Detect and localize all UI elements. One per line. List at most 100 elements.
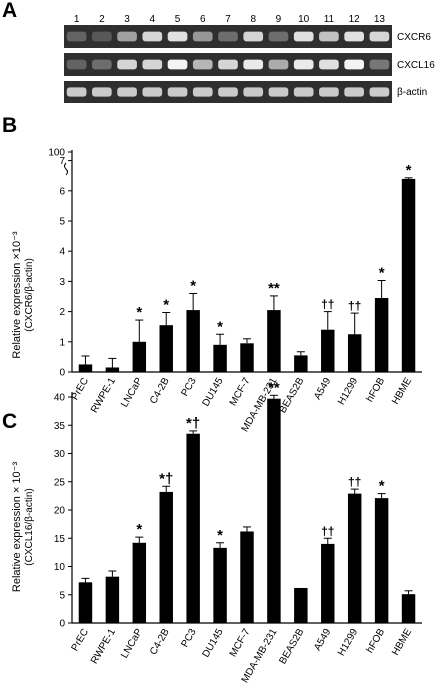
bar [267, 310, 281, 372]
gel-band [293, 31, 314, 42]
category-label: A549 [312, 627, 333, 653]
category-label: HBME [390, 627, 414, 658]
y-tick-label: 15 [54, 534, 66, 545]
category-label: HBME [390, 376, 414, 407]
bar [267, 398, 281, 623]
category-label: A549 [312, 376, 333, 402]
chart-b-ylabel: Relative expression ×10⁻³ (CXCR6/β-actin… [11, 231, 35, 359]
lane-number: 5 [175, 14, 181, 25]
gel-band [167, 59, 188, 70]
chart-b-ylabel-line1: Relative expression ×10⁻³ [11, 231, 23, 359]
lane-number: 6 [200, 14, 206, 25]
bar [374, 298, 389, 372]
y-tick-label: 20 [54, 506, 66, 517]
gel-label-cxcl16: CXCL16 [397, 60, 435, 71]
chart-b-ylabel-line2: (CXCR6/β-actin) [24, 258, 35, 332]
gel-band [92, 87, 112, 97]
category-label: LNCaP [119, 627, 145, 661]
gel-band [243, 59, 264, 70]
chart-c-ylabel-line2: (CXCL16/β-actin) [24, 488, 35, 565]
bar [186, 310, 200, 372]
y-tick-label: 35 [54, 421, 66, 432]
y-tick-label: 0 [59, 619, 65, 630]
panel-a-letter: A [2, 0, 17, 22]
lane-number: 3 [124, 14, 130, 25]
category-label: BEAS2B [277, 627, 306, 666]
bar [347, 334, 362, 372]
category-label: LNCaP [119, 376, 145, 410]
category-label: RWPE-1 [89, 376, 118, 415]
category-label: MCF-7 [228, 627, 253, 659]
gel-band [344, 59, 364, 70]
chart-c-ylabel: Relative expression × 10⁻³ (CXCL16/β-act… [11, 462, 35, 593]
bar [294, 587, 308, 623]
category-label: PC3 [179, 627, 198, 650]
gel-band [92, 31, 112, 42]
significance-label: * [163, 297, 169, 314]
bar [132, 542, 147, 623]
lane-number: 2 [99, 14, 105, 25]
gel-band [319, 59, 339, 70]
category-label: C4-2B [148, 376, 172, 406]
gel-band [117, 31, 137, 42]
gel-band [192, 31, 213, 42]
gel-band [293, 59, 314, 70]
lane-number: 10 [298, 14, 310, 25]
gel-band [167, 31, 188, 42]
category-label: BEAS2B [277, 376, 306, 415]
bar [78, 582, 93, 623]
bar [213, 547, 227, 623]
y-tick-label: 6 [59, 186, 65, 197]
y-tick-label: 30 [54, 449, 66, 460]
y-tick-label: 4 [59, 247, 65, 258]
bar [294, 355, 308, 372]
bar [186, 433, 200, 623]
panel-c-letter: C [2, 410, 17, 433]
chart-c: 0510152025303540PrECRWPE-1*LNCaP*†C4-2B*… [54, 379, 422, 685]
y-tick-label: 2 [59, 307, 65, 318]
significance-label: * [190, 277, 196, 294]
significance-label: †† [321, 524, 334, 538]
y-tick-label: 7 [59, 156, 65, 167]
lane-number: 8 [250, 14, 256, 25]
significance-label: * [217, 527, 223, 544]
bar [159, 325, 173, 372]
significance-label: ** [268, 379, 280, 396]
gel-band [268, 87, 289, 97]
bar [401, 178, 416, 372]
y-tick-label: 3 [59, 277, 65, 288]
y-tick-label: 0 [59, 368, 65, 379]
gel-label-beta-actin: β-actin [397, 87, 427, 98]
gel-band [369, 31, 390, 42]
significance-label: *† [159, 470, 173, 487]
gel-band [66, 31, 87, 42]
panel-b-letter: B [2, 114, 17, 137]
bar [374, 498, 389, 623]
gel-band [192, 59, 213, 70]
category-label: H1299 [336, 627, 360, 658]
category-label: PrEC [70, 376, 91, 402]
gel-band [142, 59, 163, 70]
lane-number: 13 [374, 14, 386, 25]
gel-band [142, 87, 163, 97]
bar [105, 367, 120, 372]
significance-label: * [379, 264, 385, 281]
bar [213, 344, 227, 372]
bar [347, 493, 362, 623]
gel-band [66, 87, 87, 97]
y-tick-label: 40 [54, 393, 66, 404]
y-tick-label: 1 [59, 337, 65, 348]
axis-break-mark [64, 162, 68, 176]
significance-label: * [136, 304, 142, 321]
bar [105, 576, 120, 623]
gel-band [344, 31, 364, 42]
gel-band [369, 59, 390, 70]
significance-label: †† [348, 475, 361, 489]
gel-band [218, 31, 238, 42]
significance-label: †† [321, 298, 334, 312]
bar [78, 364, 93, 372]
gel-band [268, 59, 289, 70]
category-label: DU145 [201, 376, 226, 409]
gel-band [218, 87, 238, 97]
